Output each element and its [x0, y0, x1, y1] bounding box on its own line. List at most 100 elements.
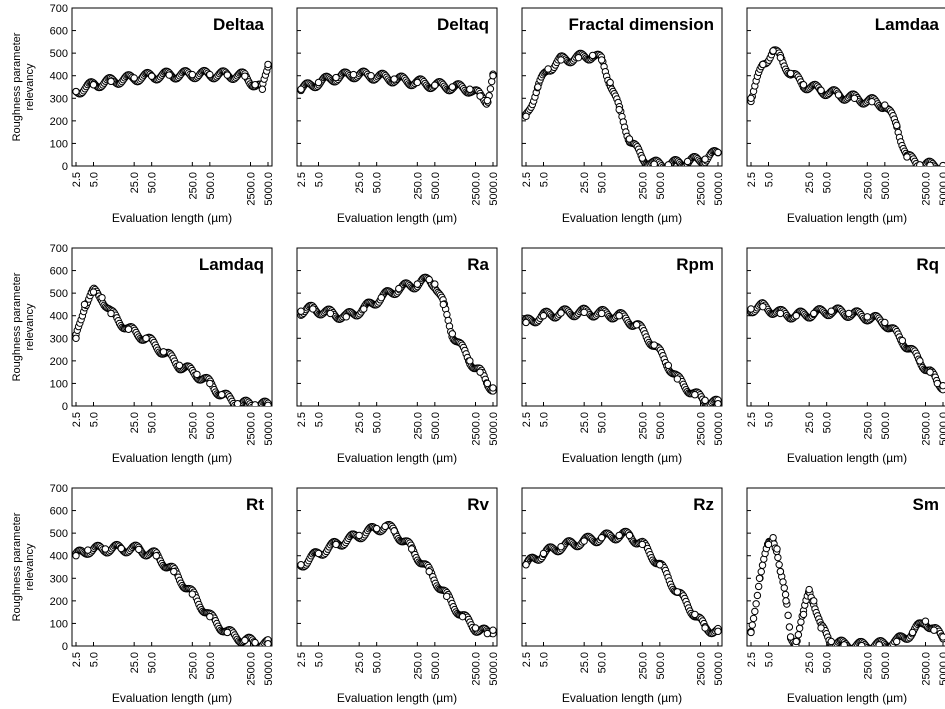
x-tick-label: 2500.0 — [695, 412, 707, 446]
x-tick-label: 2500.0 — [245, 412, 257, 446]
data-point-anchor — [332, 540, 340, 549]
data-point — [252, 405, 258, 406]
data-point — [752, 600, 760, 608]
x-tick-label: 500.0 — [430, 652, 442, 680]
x-tick-label-group: 50.0 — [597, 172, 609, 193]
data-point-anchor — [130, 74, 138, 82]
data-point-anchor — [606, 78, 614, 87]
data-point-anchor — [539, 312, 548, 320]
x-tick-label-group: 2500.0 — [245, 412, 257, 446]
data-point-anchor — [489, 626, 497, 634]
data-point-anchor — [483, 379, 492, 388]
panel-deltaq: 2.5 5.0 25.0 50.0 250.0 500.0 2500.0 5000.0 Eval… — [296, 7, 500, 225]
x-tick-label: 250.0 — [637, 652, 649, 680]
x-tick-label-group: 5000.0 — [488, 172, 500, 206]
x-tick-label: 25.0 — [129, 412, 141, 433]
x-tick-label-group: 50.0 — [147, 172, 159, 193]
markers — [297, 520, 497, 638]
data-point-anchor — [863, 313, 872, 321]
data-point-anchor — [84, 546, 92, 554]
data-point-anchor — [632, 321, 641, 329]
data-point — [780, 584, 788, 592]
data-point-anchor — [557, 542, 565, 551]
data-point-anchor — [615, 105, 623, 114]
x-tick-label: 250.0 — [412, 172, 424, 200]
data-point-anchor — [786, 633, 795, 641]
data-point-anchor — [206, 379, 214, 388]
x-tick-label-group: 5000.0 — [263, 412, 275, 446]
panel-sm: 2.5 5.0 25.0 50.0 250.0 500.0 2500.0 5000.0 Eval… — [746, 487, 945, 705]
x-tick-label: 5000.0 — [713, 412, 725, 446]
data-point — [795, 624, 804, 632]
plot-frame — [71, 247, 273, 407]
data-point-anchor — [381, 522, 389, 531]
y-tick-label: 100 — [50, 378, 68, 390]
data-point-anchor — [615, 312, 623, 320]
data-point-anchor — [817, 86, 825, 95]
x-tick-label-group: 500.0 — [655, 652, 667, 680]
x-tick-label: 500.0 — [655, 412, 667, 440]
y-tick-label: 400 — [50, 311, 68, 323]
x-tick-label-group: 2500.0 — [245, 652, 257, 686]
panel-rpm: 2.5 5.0 25.0 50.0 250.0 500.0 2500.0 5000.0 Eval… — [521, 247, 725, 465]
x-tick-label: 5000.0 — [488, 652, 500, 686]
data-point-anchor — [691, 391, 699, 399]
data-point-anchor — [152, 552, 160, 560]
data-point-anchor — [776, 53, 785, 62]
data-point-anchor — [673, 588, 682, 596]
data-point-anchor — [218, 391, 226, 399]
panel-title: Fractal dimension — [569, 15, 714, 34]
data-point-anchor — [522, 112, 530, 121]
y-tick-label: 700 — [50, 483, 68, 495]
x-tick-label-group: 250.0 — [637, 172, 649, 200]
data-point-anchor — [251, 81, 259, 89]
y-tick-label: 100 — [50, 618, 68, 630]
x-tick-label-group: 50.0 — [372, 172, 384, 193]
data-point-anchor — [223, 628, 232, 637]
data-point-anchor — [360, 305, 368, 313]
x-tick-label: 2500.0 — [470, 172, 482, 206]
data-point — [850, 645, 855, 646]
x-tick-label: 2500.0 — [245, 172, 257, 206]
x-tick-label: 5000.0 — [263, 412, 275, 446]
data-point-anchor — [107, 309, 115, 318]
data-point — [774, 553, 782, 562]
x-tick-label: 50.0 — [822, 412, 834, 433]
data-point-anchor — [466, 85, 474, 93]
x-tick-label-group: 50.0 — [372, 412, 384, 433]
data-point-anchor — [159, 348, 168, 356]
data-point-anchor — [875, 641, 883, 646]
markers — [297, 273, 497, 395]
x-tick-label: 500.0 — [205, 412, 217, 440]
data-point-anchor — [764, 540, 773, 549]
data-point-anchor — [425, 275, 433, 284]
x-tick-label-group: 25.0 — [804, 652, 816, 673]
x-tick-label-group: 2500.0 — [470, 652, 482, 686]
data-point-anchor — [539, 549, 548, 558]
x-tick-label-group: 2500.0 — [695, 172, 707, 206]
x-tick-label-group: 250.0 — [187, 412, 199, 440]
x-axis-label: Evaluation length (µm) — [337, 451, 457, 465]
data-point-anchor — [466, 357, 474, 365]
x-tick-label-group: 2500.0 — [470, 172, 482, 206]
plot-frame — [521, 7, 723, 167]
x-tick-label: 50.0 — [597, 652, 609, 673]
x-tick-label-group: 250.0 — [862, 172, 874, 200]
data-point-anchor — [170, 567, 178, 576]
panel-fractal-dimension: 2.5 5.0 25.0 50.0 250.0 500.0 2500.0 5000.0 Eval… — [521, 7, 725, 225]
data-point-anchor — [297, 561, 305, 569]
x-tick-label: 2500.0 — [245, 652, 257, 686]
data-point — [868, 645, 872, 646]
markers — [72, 540, 272, 646]
x-tick-label: 2.5 — [521, 172, 533, 187]
data-point-anchor — [597, 309, 606, 318]
x-tick-label-group: 50.0 — [147, 652, 159, 673]
x-tick-label-group: 2.5 — [521, 412, 533, 427]
data-point-anchor — [638, 540, 647, 549]
data-point — [758, 561, 767, 569]
data-point-anchor — [792, 637, 800, 646]
data-point-anchor — [165, 71, 173, 79]
data-point-anchor — [625, 531, 634, 540]
data-point — [936, 165, 940, 166]
data-point-anchor — [522, 561, 530, 569]
